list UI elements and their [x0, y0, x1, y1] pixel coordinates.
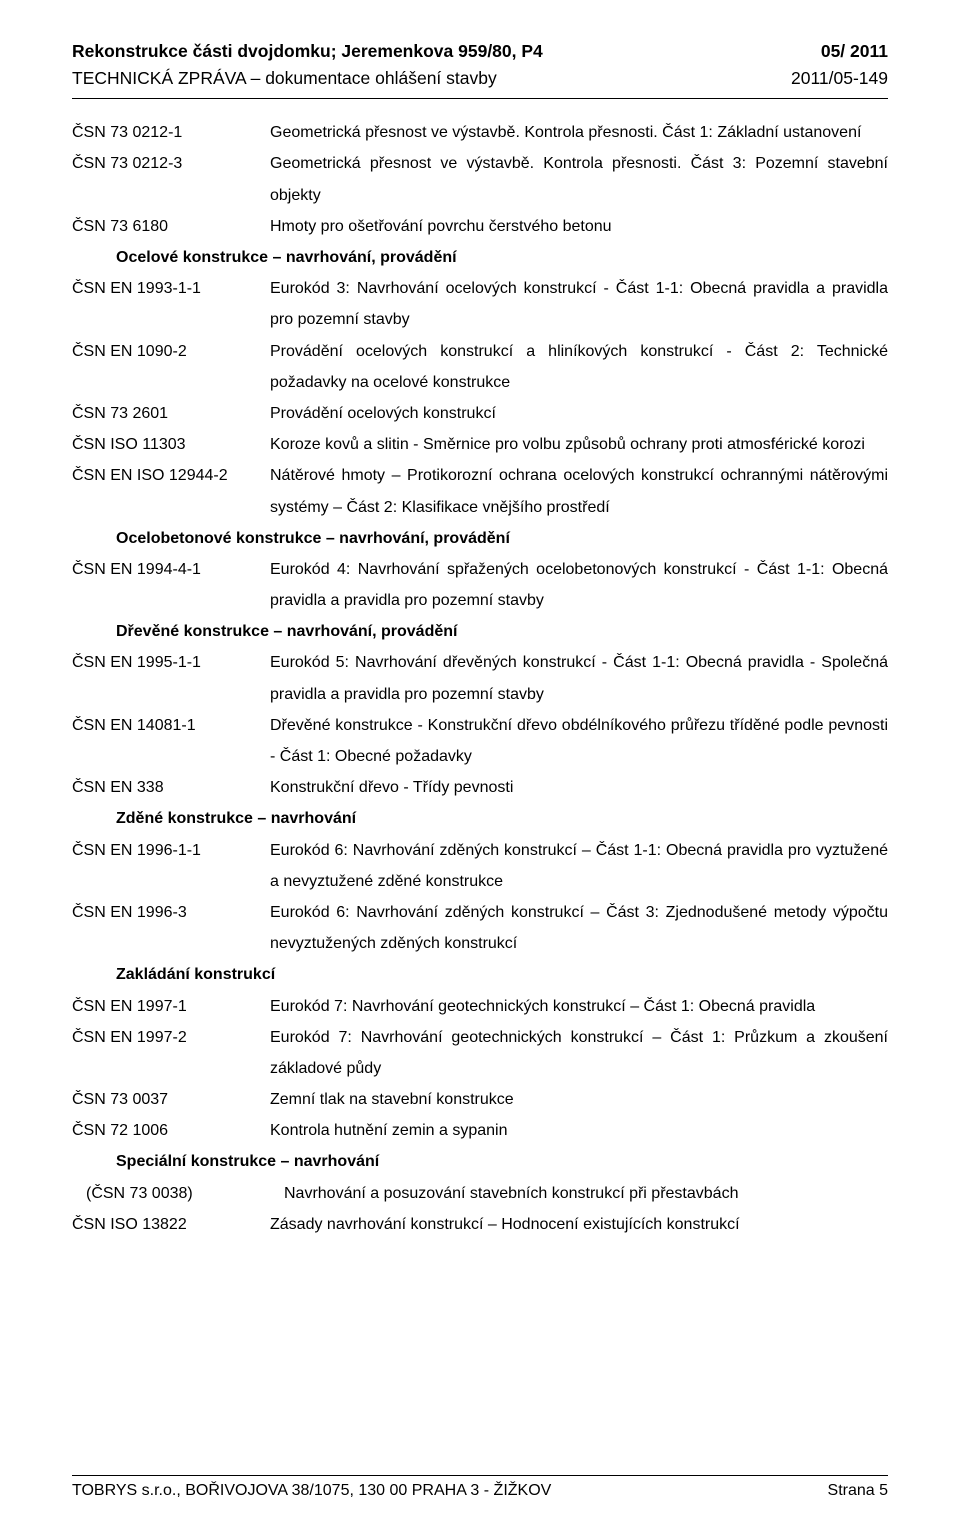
standard-description: Provádění ocelových konstrukcí a hliníko… — [270, 336, 888, 398]
standard-code: ČSN EN ISO 12944-2 — [72, 460, 270, 491]
standard-description: Eurokód 7: Navrhování geotechnických kon… — [270, 1022, 888, 1084]
standard-code: ČSN EN 1993-1-1 — [72, 273, 270, 304]
standard-description: Nátěrové hmoty – Protikorozní ochrana oc… — [270, 460, 888, 522]
standard-entry: ČSN EN 1996-3Eurokód 6: Navrhování zděný… — [72, 897, 888, 959]
standard-entry: ČSN ISO 13822Zásady navrhování konstrukc… — [72, 1209, 888, 1240]
standard-entry: ČSN ISO 11303Koroze kovů a slitin - Směr… — [72, 429, 888, 460]
header-title-right: 05/ 2011 — [821, 38, 888, 65]
standard-description: Eurokód 6: Navrhování zděných konstrukcí… — [270, 897, 888, 959]
standard-code: ČSN EN 1995-1-1 — [72, 647, 270, 678]
standard-code: (ČSN 73 0038) — [72, 1178, 284, 1209]
standard-code: ČSN EN 1997-2 — [72, 1022, 270, 1053]
standard-code: ČSN EN 14081-1 — [72, 710, 270, 741]
standard-code: ČSN EN 1090-2 — [72, 336, 270, 367]
standard-entry: ČSN 73 6180Hmoty pro ošetřování povrchu … — [72, 211, 888, 242]
section-heading: Speciální konstrukce – navrhování — [72, 1146, 888, 1177]
header-title-left: Rekonstrukce části dvojdomku; Jeremenkov… — [72, 38, 543, 65]
standard-description: Koroze kovů a slitin - Směrnice pro volb… — [270, 429, 888, 460]
standard-description: Provádění ocelových konstrukcí — [270, 398, 888, 429]
standard-code: ČSN EN 1996-1-1 — [72, 835, 270, 866]
document-page: Rekonstrukce části dvojdomku; Jeremenkov… — [0, 0, 960, 1526]
standard-code: ČSN EN 1996-3 — [72, 897, 270, 928]
standard-description: Hmoty pro ošetřování povrchu čerstvého b… — [270, 211, 888, 242]
standard-code: ČSN EN 338 — [72, 772, 270, 803]
standard-description: Navrhování a posuzování stavebních konst… — [284, 1178, 888, 1209]
footer-left: TOBRYS s.r.o., BOŘIVOJOVA 38/1075, 130 0… — [72, 1482, 551, 1500]
standard-code: ČSN 73 6180 — [72, 211, 270, 242]
standard-entry: ČSN EN 1993-1-1Eurokód 3: Navrhování oce… — [72, 273, 888, 335]
standard-description: Eurokód 5: Navrhování dřevěných konstruk… — [270, 647, 888, 709]
standard-description: Zemní tlak na stavební konstrukce — [270, 1084, 888, 1115]
standard-description: Kontrola hutnění zemin a sypanin — [270, 1115, 888, 1146]
standard-description: Eurokód 7: Navrhování geotechnických kon… — [270, 991, 888, 1022]
standard-code: ČSN EN 1997-1 — [72, 991, 270, 1022]
footer-right: Strana 5 — [828, 1482, 888, 1500]
standard-entry: ČSN EN 1997-2Eurokód 7: Navrhování geote… — [72, 1022, 888, 1084]
page-header: Rekonstrukce části dvojdomku; Jeremenkov… — [72, 38, 888, 99]
standard-description: Geometrická přesnost ve výstavbě. Kontro… — [270, 148, 888, 210]
standard-entry: ČSN EN 1994-4-1Eurokód 4: Navrhování spř… — [72, 554, 888, 616]
standard-description: Zásady navrhování konstrukcí – Hodnocení… — [270, 1209, 888, 1240]
standard-entry: ČSN EN 1995-1-1Eurokód 5: Navrhování dře… — [72, 647, 888, 709]
standard-entry: ČSN 72 1006Kontrola hutnění zemin a sypa… — [72, 1115, 888, 1146]
standard-code: ČSN 73 2601 — [72, 398, 270, 429]
standard-code: ČSN 73 0212-1 — [72, 117, 270, 148]
standard-entry: ČSN 73 0212-1Geometrická přesnost ve výs… — [72, 117, 888, 148]
standard-code: ČSN 72 1006 — [72, 1115, 270, 1146]
standard-entry: ČSN EN 1997-1Eurokód 7: Navrhování geote… — [72, 991, 888, 1022]
section-heading: Ocelobetonové konstrukce – navrhování, p… — [72, 523, 888, 554]
standard-description: Dřevěné konstrukce - Konstrukční dřevo o… — [270, 710, 888, 772]
standard-entry: ČSN 73 2601Provádění ocelových konstrukc… — [72, 398, 888, 429]
header-row-2: TECHNICKÁ ZPRÁVA – dokumentace ohlášení … — [72, 65, 888, 92]
standard-code: ČSN ISO 11303 — [72, 429, 270, 460]
standard-entry: ČSN 73 0212-3Geometrická přesnost ve výs… — [72, 148, 888, 210]
standard-code: ČSN EN 1994-4-1 — [72, 554, 270, 585]
section-heading: Zděné konstrukce – navrhování — [72, 803, 888, 834]
standard-description: Eurokód 4: Navrhování spřažených ocelobe… — [270, 554, 888, 616]
standard-entry: ČSN EN ISO 12944-2Nátěrové hmoty – Proti… — [72, 460, 888, 522]
standard-entry: ČSN 73 0037Zemní tlak na stavební konstr… — [72, 1084, 888, 1115]
standard-code: ČSN 73 0212-3 — [72, 148, 270, 179]
standard-entry: ČSN EN 1996-1-1Eurokód 6: Navrhování zdě… — [72, 835, 888, 897]
header-sub-left: TECHNICKÁ ZPRÁVA – dokumentace ohlášení … — [72, 65, 497, 92]
standard-entry: (ČSN 73 0038)Navrhování a posuzování sta… — [72, 1178, 888, 1209]
standard-description: Eurokód 6: Navrhování zděných konstrukcí… — [270, 835, 888, 897]
standard-description: Konstrukční dřevo - Třídy pevnosti — [270, 772, 888, 803]
standard-entry: ČSN EN 338Konstrukční dřevo - Třídy pevn… — [72, 772, 888, 803]
section-heading: Dřevěné konstrukce – navrhování, provádě… — [72, 616, 888, 647]
header-sub-right: 2011/05-149 — [791, 65, 888, 92]
header-row-1: Rekonstrukce části dvojdomku; Jeremenkov… — [72, 38, 888, 65]
document-body: ČSN 73 0212-1Geometrická přesnost ve výs… — [72, 117, 888, 1240]
section-heading: Zakládání konstrukcí — [72, 959, 888, 990]
standard-description: Geometrická přesnost ve výstavbě. Kontro… — [270, 117, 888, 148]
section-heading: Ocelové konstrukce – navrhování, provádě… — [72, 242, 888, 273]
standard-description: Eurokód 3: Navrhování ocelových konstruk… — [270, 273, 888, 335]
standard-entry: ČSN EN 14081-1Dřevěné konstrukce - Konst… — [72, 710, 888, 772]
page-footer: TOBRYS s.r.o., BOŘIVOJOVA 38/1075, 130 0… — [72, 1475, 888, 1500]
standard-entry: ČSN EN 1090-2Provádění ocelových konstru… — [72, 336, 888, 398]
standard-code: ČSN ISO 13822 — [72, 1209, 270, 1240]
standard-code: ČSN 73 0037 — [72, 1084, 270, 1115]
